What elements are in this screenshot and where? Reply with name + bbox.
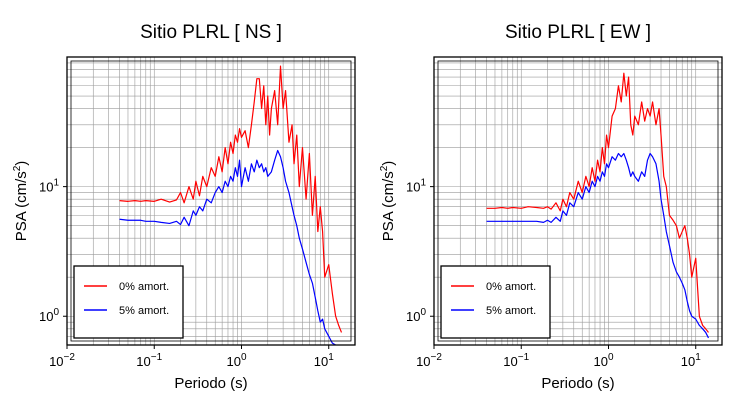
x-axis-label: Periodo (s)	[174, 375, 247, 392]
y-label-close: )	[380, 161, 397, 166]
y-tick-base: 10	[39, 309, 53, 324]
y-label-sup: 2	[12, 165, 23, 171]
y-tick-label: 100	[39, 307, 59, 324]
legend-label: 0% amort.	[486, 281, 536, 293]
legend-label: 5% amort.	[486, 305, 536, 317]
y-label-main: PSA (cm/s	[13, 171, 30, 241]
x-tick-base: 10	[49, 354, 63, 369]
y-tick-base: 10	[406, 309, 420, 324]
series-line-blue	[119, 149, 336, 346]
y-label-main: PSA (cm/s	[380, 171, 397, 241]
x-tick-exp: −1	[518, 352, 530, 363]
x-tick-label: 100	[593, 352, 613, 369]
plot-frame-inner	[437, 60, 719, 342]
x-axis-label: Periodo (s)	[541, 375, 614, 392]
plot-frame	[66, 56, 356, 346]
x-tick-exp: 1	[695, 352, 701, 363]
y-tick-exp: 1	[53, 178, 59, 189]
y-tick-label: 100	[406, 307, 426, 324]
y-axis-label: PSA (cm/s2)	[379, 161, 397, 242]
x-tick-label: 101	[314, 352, 334, 369]
x-tick-base: 10	[314, 354, 328, 369]
y-tick-label: 101	[406, 178, 426, 195]
x-tick-exp: 1	[328, 352, 334, 363]
x-tick-label: 101	[681, 352, 701, 369]
x-tick-label: 10−2	[49, 352, 75, 369]
y-tick-exp: 0	[420, 307, 426, 318]
y-tick-exp: 0	[53, 307, 59, 318]
x-tick-base: 10	[226, 354, 240, 369]
legend: 0% amort. 5% amort.	[440, 265, 551, 339]
y-tick-label: 101	[39, 178, 59, 195]
y-label-sup: 2	[379, 165, 390, 171]
x-tick-exp: 0	[608, 352, 614, 363]
y-tick-base: 10	[39, 180, 53, 195]
y-label-close: )	[13, 161, 30, 166]
series-line-blue	[486, 152, 710, 339]
plot-frame-inner	[70, 60, 352, 342]
x-tick-label: 100	[226, 352, 246, 369]
x-tick-base: 10	[416, 354, 430, 369]
y-tick-exp: 1	[420, 178, 426, 189]
x-tick-exp: −2	[431, 352, 443, 363]
x-tick-base: 10	[503, 354, 517, 369]
legend-box	[73, 265, 184, 339]
y-axis-label: PSA (cm/s2)	[12, 161, 30, 242]
legend-label: 0% amort.	[119, 281, 169, 293]
y-tick-base: 10	[406, 180, 420, 195]
series-line-red	[119, 65, 343, 333]
plot-frame	[433, 56, 723, 346]
chart-title: Sitio PLRL [ NS ]	[140, 22, 282, 43]
x-tick-exp: −2	[64, 352, 76, 363]
legend: 0% amort. 5% amort.	[73, 265, 184, 339]
x-tick-exp: −1	[151, 352, 163, 363]
x-tick-base: 10	[136, 354, 150, 369]
x-tick-label: 10−2	[416, 352, 442, 369]
chart-title: Sitio PLRL [ EW ]	[505, 22, 651, 43]
x-tick-base: 10	[681, 354, 695, 369]
series-line-red	[486, 72, 709, 333]
x-tick-label: 10−1	[136, 352, 162, 369]
x-tick-label: 10−1	[503, 352, 529, 369]
x-tick-base: 10	[593, 354, 607, 369]
legend-box	[440, 265, 551, 339]
legend-label: 5% amort.	[119, 305, 169, 317]
x-tick-exp: 0	[241, 352, 247, 363]
